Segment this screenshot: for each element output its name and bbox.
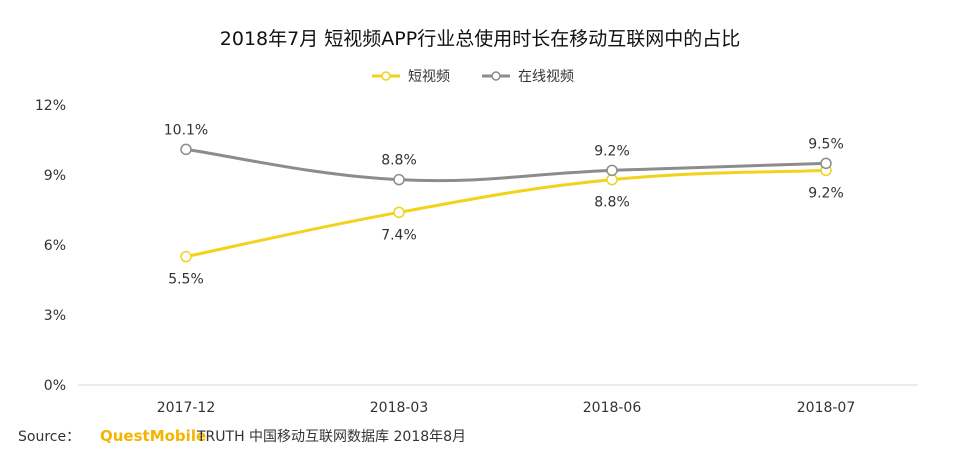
source-text: TRUTH 中国移动互联网数据库 2018年8月 [196, 429, 466, 445]
x-tick-label: 2017-12 [157, 400, 216, 416]
data-label: 8.8% [381, 153, 417, 169]
x-tick-label: 2018-03 [370, 400, 429, 416]
source-label: Source： [18, 429, 80, 445]
x-tick-label: 2018-07 [797, 400, 856, 416]
y-tick-label: 3% [44, 308, 66, 324]
brand-logo: QuestMobile [100, 427, 206, 445]
data-label: 9.2% [808, 185, 844, 201]
series-layer: 5.5% 7.4% 8.8% 9.2% 10.1% 8.8% 9.2% 9.5% [164, 122, 844, 287]
legend-swatch-marker [491, 71, 501, 81]
data-label: 9.5% [808, 136, 844, 152]
data-label: 10.1% [164, 122, 208, 138]
y-axis: 0% 3% 6% 9% 12% [35, 98, 66, 394]
x-tick-label: 2018-06 [583, 400, 642, 416]
legend-label: 在线视频 [518, 69, 574, 85]
data-label: 7.4% [381, 227, 417, 243]
source-footer: Source： QuestMobile TRUTH 中国移动互联网数据库 201… [18, 427, 466, 445]
legend-label: 短视频 [408, 69, 450, 85]
data-label: 8.8% [594, 195, 630, 211]
y-tick-label: 6% [44, 238, 66, 254]
data-point [180, 143, 192, 156]
data-point [180, 250, 192, 263]
legend-swatch-marker [381, 71, 391, 81]
series-group: 10.1% 8.8% 9.2% 9.5% [164, 122, 844, 186]
series-line [185, 168, 827, 259]
data-point [393, 173, 405, 186]
series-line [185, 147, 827, 183]
data-label: 5.5% [168, 272, 204, 288]
data-label: 9.2% [594, 143, 630, 159]
data-point [820, 157, 832, 170]
chart-title: 2018年7月 短视频APP行业总使用时长在移动互联网中的占比 [220, 28, 740, 50]
data-point [606, 173, 618, 186]
series-group: 5.5% 7.4% 8.8% 9.2% [168, 164, 844, 288]
data-point [393, 206, 405, 219]
y-tick-label: 0% [44, 378, 66, 394]
y-tick-label: 9% [44, 168, 66, 184]
legend: 短视频 在线视频 [372, 69, 574, 85]
y-tick-label: 12% [35, 98, 66, 114]
data-point [606, 164, 618, 177]
x-axis: 2017-12 2018-03 2018-06 2018-07 [157, 400, 856, 416]
